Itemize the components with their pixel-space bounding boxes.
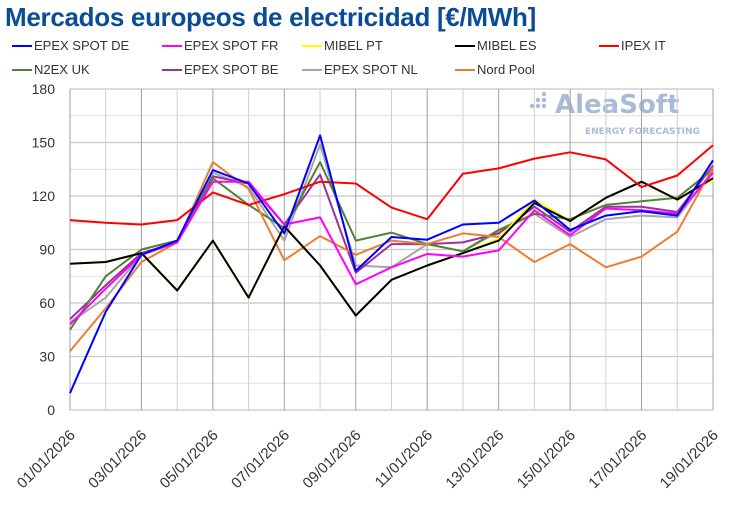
legend-item: N2EX UK <box>12 62 90 77</box>
x-tick-label: 19/01/2026 <box>657 427 722 492</box>
x-tick-label: 11/01/2026 <box>372 427 436 491</box>
y-tick-label: 180 <box>32 81 56 97</box>
x-tick-label: 09/01/2026 <box>299 427 364 492</box>
y-tick-label: 120 <box>32 188 56 204</box>
legend-swatch <box>162 68 182 71</box>
watermark-brand: AleaSoft <box>555 90 680 120</box>
x-tick-label: 17/01/2026 <box>585 427 650 492</box>
x-tick-label: 05/01/2026 <box>157 427 222 492</box>
legend-swatch <box>599 44 619 47</box>
legend-swatch <box>302 68 322 71</box>
legend-label: N2EX UK <box>34 62 90 77</box>
legend-swatch <box>12 44 32 47</box>
chart-title: Mercados europeos de electricidad [€/MWh… <box>5 2 536 32</box>
legend-swatch <box>455 68 475 71</box>
legend-label: MIBEL PT <box>324 38 383 53</box>
legend-swatch <box>302 44 322 47</box>
legend-swatch <box>162 44 182 47</box>
series-line-epex-spot-de <box>69 134 714 394</box>
watermark-logo-dot <box>541 91 547 97</box>
legend-item: EPEX SPOT DE <box>12 38 129 53</box>
legend-item: IPEX IT <box>599 38 666 53</box>
y-tick-label: 30 <box>39 349 55 365</box>
legend-item: EPEX SPOT FR <box>162 38 278 53</box>
watermark-tagline: ENERGY FORECASTING <box>585 127 700 137</box>
x-tick-label: 03/01/2026 <box>85 427 150 492</box>
legend-item: EPEX SPOT NL <box>302 62 418 77</box>
watermark-logo-dot <box>529 103 535 109</box>
legend-item: EPEX SPOT BE <box>162 62 278 77</box>
legend-label: IPEX IT <box>621 38 666 53</box>
legend-item: MIBEL PT <box>302 38 383 53</box>
watermark-logo-dot <box>535 97 541 103</box>
x-tick-label: 15/01/2026 <box>514 427 579 492</box>
legend-item: Nord Pool <box>455 62 535 77</box>
legend-swatch <box>12 68 32 71</box>
watermark-logo-dot <box>535 103 541 109</box>
series-line-epex-spot-fr <box>69 172 714 326</box>
legend-label: Nord Pool <box>477 62 535 77</box>
y-tick-label: 90 <box>39 242 55 258</box>
x-tick-label: 07/01/2026 <box>228 427 293 492</box>
x-tick-label: 01/01/2026 <box>14 427 79 492</box>
series-line-ipex-it <box>69 144 714 226</box>
legend-swatch <box>455 44 475 47</box>
x-tick-label: 13/01/2026 <box>442 427 507 492</box>
legend-label: EPEX SPOT DE <box>34 38 130 53</box>
y-tick-label: 150 <box>32 135 56 151</box>
legend-label: EPEX SPOT FR <box>184 38 279 53</box>
watermark-logo-dot <box>541 97 547 103</box>
legend-label: EPEX SPOT BE <box>184 62 279 77</box>
y-tick-label: 0 <box>47 402 55 418</box>
watermark-logo-dot <box>541 103 547 109</box>
series-line-mibel-es <box>69 177 714 317</box>
legend-label: EPEX SPOT NL <box>324 62 418 77</box>
y-tick-label: 60 <box>39 295 55 311</box>
legend-item: MIBEL ES <box>455 38 536 53</box>
legend-label: MIBEL ES <box>477 38 537 53</box>
